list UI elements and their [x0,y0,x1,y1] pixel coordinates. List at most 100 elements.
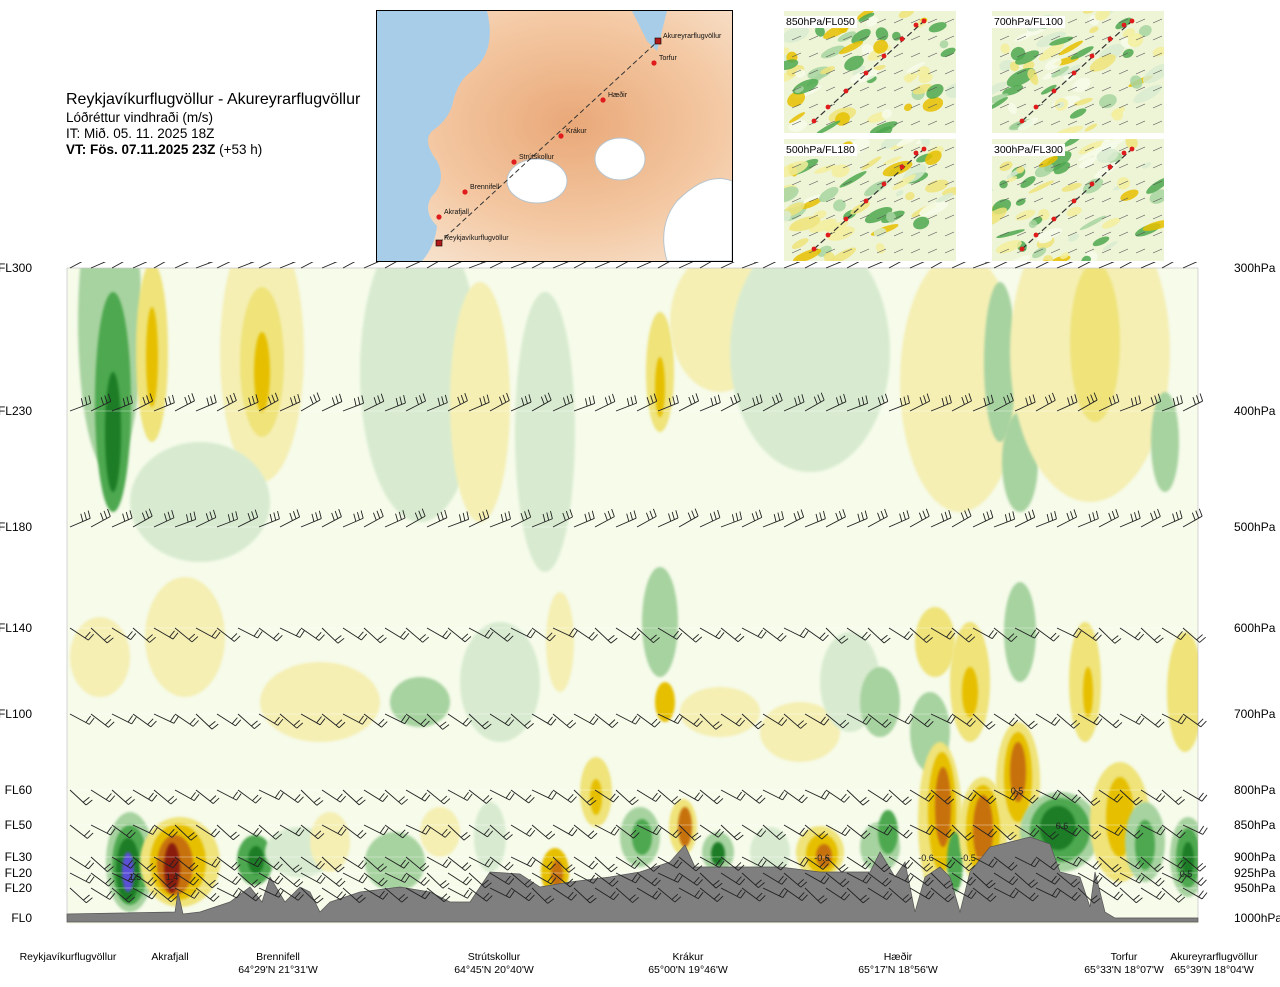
wind-barb [154,262,173,268]
velocity-contour [642,567,678,677]
x-point-name: Torfur [1111,951,1138,963]
velocity-contour [460,622,540,742]
thumb-map [992,11,1164,133]
wind-barb [1078,262,1098,268]
thumb-route-point [914,151,919,156]
thumb-map [992,139,1164,261]
velocity-contour [678,807,692,847]
thumb-route-point [1052,217,1057,222]
y-axis-right: 300hPa400hPa500hPa600hPa700hPa800hPa850h… [1234,262,1280,925]
velocity-contour [935,767,951,847]
thumb-route-point [1130,147,1135,152]
y-left-tick: FL20 [5,866,33,880]
velocity-contour [1083,667,1093,717]
velocity-contour [962,667,978,717]
x-point-name: Reykjavíkurflugvöllur [20,951,117,963]
wind-barb [742,262,763,268]
y-left-tick: FL50 [5,818,33,832]
thumb-300[interactable]: 300hPa/FL300 [992,139,1164,261]
wind-barb [490,262,510,268]
y-left-tick: FL100 [0,707,32,721]
wind-barb [805,262,825,268]
y-right-tick: 850hPa [1234,818,1276,832]
wind-barb [133,262,153,268]
value-label: 0.6 [1056,821,1069,831]
x-point-name: Hæðir [884,951,913,963]
wind-barb [784,262,804,268]
thumb-label: 700hPa/FL100 [992,16,1065,28]
velocity-contour [365,832,425,892]
wind-barb [1099,262,1119,268]
thumb-route-point [1072,199,1077,204]
thumb-map [784,139,956,261]
thumb-route-point [1052,89,1057,94]
velocity-contour [515,292,575,572]
map-point-label: Strútskollur [519,154,555,161]
wind-barb [364,262,384,268]
wind-barb [952,262,972,268]
wind-barb [889,262,908,268]
thumb-route-point [882,182,887,187]
x-point-coord: 65°39'N 18°04'W [1174,964,1254,976]
velocity-contour [105,372,121,492]
wind-barb [700,262,719,268]
x-point-name: Strútskollur [468,951,521,963]
x-point-coord: 64°29'N 21°31'W [238,964,318,976]
velocity-contour [474,802,506,872]
thumb-850[interactable]: 850hPa/FL050 [784,11,956,133]
velocity-contour [860,667,900,737]
y-left-tick: FL30 [5,850,33,864]
wind-barb [1120,262,1139,268]
map-waypoint-marker [558,133,563,138]
y-right-tick: 300hPa [1234,262,1276,275]
title-block: Reykjavíkurflugvöllur - Akureyrarflugvöl… [66,90,360,158]
wind-barb [763,262,783,268]
map-point-label: Torfur [659,55,678,62]
y-left-tick: FL0 [11,911,32,925]
valid-time-value: VT: Fös. 07.11.2025 23Z [66,142,215,157]
wind-barb [448,262,468,268]
map-point-label: Krákur [566,128,587,135]
thumb-route-point [1020,247,1025,252]
map-point-label: Reykjavíkurflugvöllur [444,235,509,242]
wind-barb [70,262,89,268]
y-left-tick: FL140 [0,621,32,635]
y-right-tick: 700hPa [1234,707,1276,721]
wind-barb [973,262,994,268]
value-label: 0.5 [1011,786,1024,796]
wind-barb [1057,262,1077,268]
thumb-700[interactable]: 700hPa/FL100 [992,11,1164,133]
velocity-contour [680,687,760,737]
velocity-contour [1167,632,1203,752]
y-right-tick: 950hPa [1234,881,1276,895]
thumb-route-point [864,199,869,204]
map-waypoint-marker [436,214,441,219]
wind-barb [616,262,635,268]
x-point-coord: 64°45'N 20°40'W [454,964,534,976]
thumb-label: 850hPa/FL050 [784,16,857,28]
thumb-route-point [1034,233,1039,238]
thumb-route-point [882,54,887,59]
map-waypoint-marker [462,189,467,194]
wind-barb [826,262,846,268]
velocity-contour [590,779,602,815]
y-left-tick: FL20 [5,881,33,895]
wind-barb [595,262,615,268]
thumb-route-point [1108,165,1113,170]
chart-subtitle: Lóðréttur vindhraði (m/s) [66,110,360,126]
thumb-route-point [914,23,919,28]
y-axis-left: FL300FL230FL180FL140FL100FL60FL50FL30FL2… [0,262,32,925]
velocity-contour [915,607,955,677]
wind-barb [910,262,930,268]
wind-barb [658,262,677,268]
wind-barb [322,262,342,268]
y-left-tick: FL180 [0,520,32,534]
y-right-tick: 800hPa [1234,783,1276,797]
x-point-name: Brennifell [256,951,300,963]
thumb-500[interactable]: 500hPa/FL180 [784,139,956,261]
wind-barb [1015,262,1036,268]
value-label: 1.5 [129,872,142,882]
velocity-contour [130,442,270,562]
